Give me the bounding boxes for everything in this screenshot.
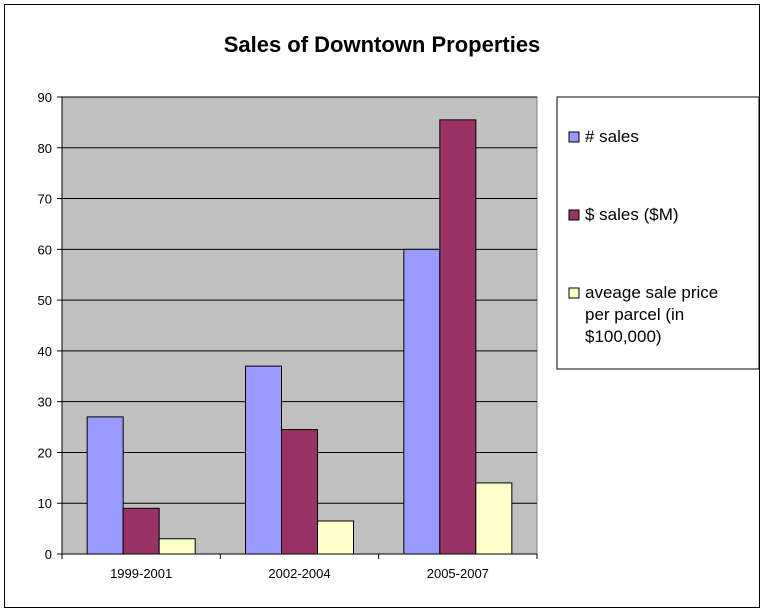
bar-series-3-2002-2004 xyxy=(317,520,354,555)
bar-series-2-1999-2001 xyxy=(122,507,160,555)
bar-series-1-2005-2007 xyxy=(403,248,441,555)
y-tick-label: 80 xyxy=(38,141,52,156)
legend-label: $100,000) xyxy=(585,327,662,346)
plot-area: 0 10 20 30 40 50 60 70 80 90 1999-2001 2002-2004 200… xyxy=(38,90,538,581)
y-tick-label: 30 xyxy=(38,395,52,410)
legend-swatch xyxy=(568,287,580,299)
y-tick-label: 50 xyxy=(38,293,52,308)
bar-series-2-2002-2004 xyxy=(281,429,318,555)
bar-series-1-2002-2004 xyxy=(245,365,282,555)
legend: # sales $ sales ($M) aveage sale price per … xyxy=(556,96,760,370)
y-tick-label: 0 xyxy=(45,547,52,562)
y-tick-label: 20 xyxy=(38,445,52,460)
legend-box xyxy=(556,96,760,370)
legend-swatch xyxy=(568,209,580,221)
bar-series-1-1999-2001 xyxy=(86,416,124,555)
y-tick-label: 40 xyxy=(38,344,52,359)
chart-title: Sales of Downtown Properties xyxy=(224,32,541,57)
x-tick-label: 2002-2004 xyxy=(268,566,330,581)
y-tick-label: 10 xyxy=(38,496,52,511)
bar-series-3-2005-2007 xyxy=(475,482,513,555)
legend-label: per parcel (in xyxy=(585,305,684,324)
legend-label: $ sales ($M) xyxy=(585,205,679,224)
legend-swatch xyxy=(568,131,580,143)
bar-series-2-2005-2007 xyxy=(439,119,477,555)
legend-label: aveage sale price xyxy=(585,283,718,302)
bar-series-3-1999-2001 xyxy=(158,538,196,555)
y-tick-label: 70 xyxy=(38,192,52,207)
x-tick-label: 2005-2007 xyxy=(427,566,489,581)
x-tick-label: 1999-2001 xyxy=(110,566,172,581)
y-tick-label: 90 xyxy=(38,90,52,105)
y-tick-label: 60 xyxy=(38,242,52,257)
legend-label: # sales xyxy=(585,127,639,146)
